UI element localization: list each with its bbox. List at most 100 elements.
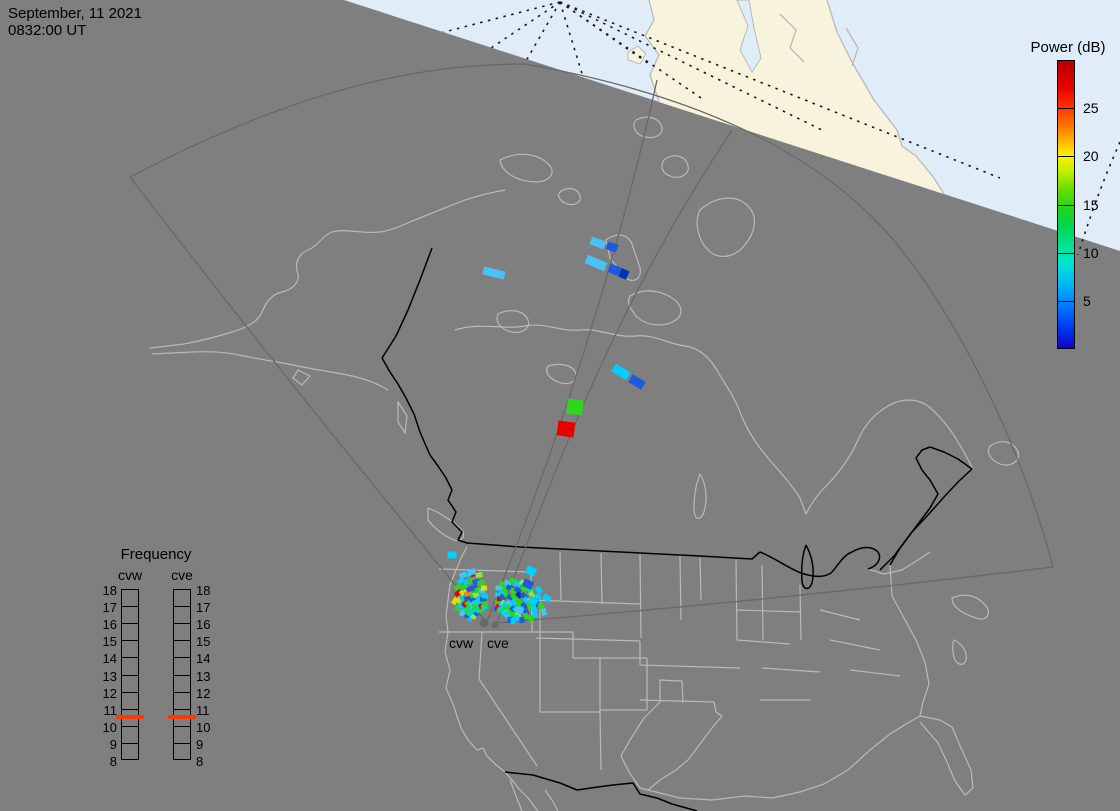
small-island xyxy=(627,45,647,65)
frequency-rung xyxy=(121,674,139,676)
frequency-scale-label: 18 xyxy=(196,583,211,598)
echo-cell xyxy=(515,591,523,599)
echo-cells xyxy=(447,236,646,625)
radar-site-dots xyxy=(479,618,499,629)
colorbar-title: Power (dB) xyxy=(1030,39,1106,56)
echo-cell xyxy=(527,590,537,600)
echo-cell xyxy=(459,594,467,602)
colorbar-tick-label: 5 xyxy=(1083,292,1091,309)
fov-left-edge xyxy=(129,176,487,623)
frequency-scale-label: 11 xyxy=(196,702,210,718)
great-lakes xyxy=(759,544,881,590)
echo-cell xyxy=(481,601,489,607)
fov-inner-edge-east xyxy=(496,129,733,623)
frequency-rung xyxy=(173,623,191,625)
echo-cell xyxy=(534,585,544,595)
us-mexico-border xyxy=(504,771,698,811)
echo-cell xyxy=(510,617,516,625)
echo-cell xyxy=(522,612,530,620)
alaska-canada-border xyxy=(381,247,433,359)
fov-top-arc xyxy=(129,63,1054,568)
maine-coast xyxy=(929,446,973,470)
frequency-rung xyxy=(173,691,191,693)
echo-cell xyxy=(510,598,518,606)
radar-site-dot xyxy=(479,618,489,628)
echo-cell xyxy=(524,565,538,577)
fov-inner-edge-west xyxy=(486,79,658,622)
frequency-scale-label: 12 xyxy=(196,685,211,701)
echo-cell xyxy=(520,602,528,610)
frequency-scale-label: 14 xyxy=(196,651,211,667)
frequency-scale-label: 8 xyxy=(109,754,117,769)
frequency-rung xyxy=(173,657,191,659)
echo-cell xyxy=(584,254,608,272)
us-canada-border xyxy=(466,542,761,560)
frequency-rung xyxy=(173,708,191,710)
echo-cell xyxy=(519,584,529,594)
radar-site-dot xyxy=(491,621,499,629)
echo-cell xyxy=(534,592,542,602)
frequency-rung xyxy=(121,725,139,727)
echo-cell xyxy=(589,236,607,250)
echo-cell xyxy=(611,363,631,381)
echo-cell xyxy=(531,610,539,618)
frequency-rung xyxy=(121,742,139,744)
colorbar-tick-label: 20 xyxy=(1083,148,1099,165)
frequency-scale-label: 9 xyxy=(109,736,117,752)
echo-cell xyxy=(467,567,477,577)
echo-cell xyxy=(528,615,534,623)
echo-cell xyxy=(527,595,539,607)
fov-right-edge xyxy=(495,566,1054,624)
frequency-scale-label: 8 xyxy=(196,754,204,769)
frequency-marker-cvw xyxy=(116,715,144,720)
frequency-scale-label: 16 xyxy=(196,617,211,633)
frequency-scale-label: 15 xyxy=(196,634,211,650)
echo-cell xyxy=(480,585,488,591)
echo-cell xyxy=(482,266,506,280)
echo-cell xyxy=(513,614,521,622)
colorbar-tick-label: 25 xyxy=(1083,100,1099,117)
echo-cell xyxy=(453,582,463,592)
frequency-scale-label: 17 xyxy=(196,600,211,616)
daylight-landmass xyxy=(645,0,944,194)
timestamp-time: 0832:00 UT xyxy=(8,22,87,39)
frequency-rung xyxy=(173,742,191,744)
frequency-scale-label: 13 xyxy=(102,668,117,684)
frequency-scale-label: 9 xyxy=(196,736,204,752)
st-lawrence-coast xyxy=(879,446,939,571)
frequency-rung xyxy=(121,691,139,693)
frequency-rung xyxy=(173,725,191,727)
echo-cell xyxy=(510,592,518,600)
frequency-column-cvw: cvw xyxy=(117,567,143,583)
frequency-scale-label: 13 xyxy=(196,668,211,684)
frequency-scale-label: 10 xyxy=(196,719,211,735)
echo-cell xyxy=(513,585,523,595)
colorbar-tick xyxy=(1057,252,1075,254)
fov-outline xyxy=(129,63,1054,624)
echo-cell xyxy=(628,374,646,390)
frequency-scale-label: 16 xyxy=(102,617,117,633)
colorbar-tick xyxy=(1057,156,1075,158)
frequency-scale-label: 18 xyxy=(102,583,117,598)
atlantic-coast xyxy=(889,468,973,566)
frequency-scale-label: 11 xyxy=(103,702,118,718)
echo-cell xyxy=(447,551,457,559)
echo-cell xyxy=(458,587,468,597)
colorbar-tick xyxy=(1057,300,1075,302)
alaska-panhandle-coast xyxy=(381,357,431,456)
echo-cell xyxy=(456,577,466,585)
timestamp-date: September, 11 2021 xyxy=(8,5,142,22)
coastlines-gray xyxy=(149,116,1020,811)
daylight-strait xyxy=(736,0,762,73)
echo-cell xyxy=(481,593,489,599)
site-label-cvw: cvw xyxy=(449,635,474,651)
echo-cell xyxy=(475,572,483,578)
echo-cell xyxy=(605,241,619,253)
frequency-column-cve: cve xyxy=(171,567,193,583)
frequency-rung xyxy=(173,674,191,676)
echo-cell xyxy=(607,263,623,277)
colorbar-tick xyxy=(1057,204,1075,206)
colorbar-tick xyxy=(1057,108,1075,110)
echo-cell xyxy=(542,593,552,603)
